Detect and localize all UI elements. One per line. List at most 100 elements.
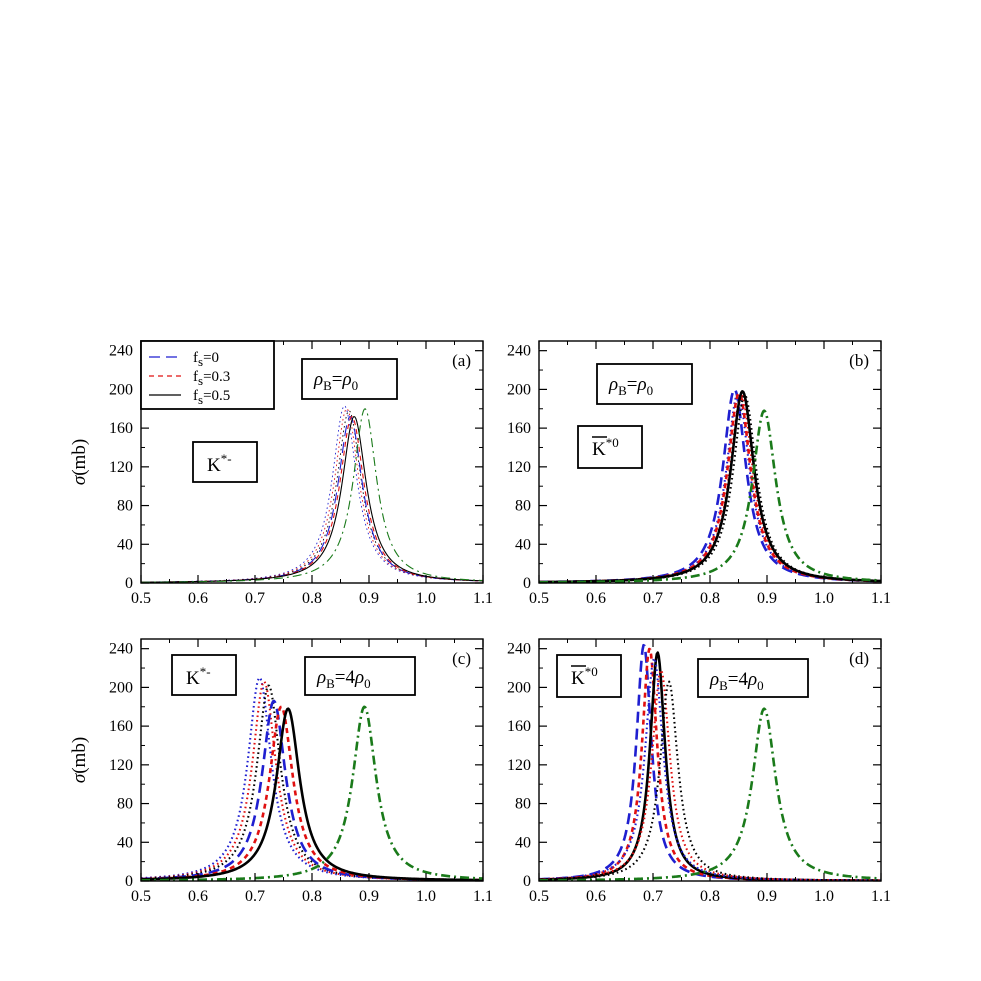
chart-panel-c: 0.5 0.6 0.7 0.8 0.9 1.0 1.1 0 40 80 120 160 200 240 σ(… (69, 638, 493, 905)
panel-tag: (b) (849, 351, 869, 370)
panel-tag: (d) (849, 649, 869, 668)
panel-tag: (a) (452, 351, 471, 370)
y-axis-label: σ(mb) (69, 439, 90, 485)
particle-label: K*- (186, 664, 211, 689)
series-line-5 (141, 705, 483, 881)
y-tick-label: 0 (523, 575, 531, 592)
x-tick-label: 0.5 (529, 888, 549, 905)
label-box-frame (192, 441, 258, 483)
x-tick-label: 0.6 (188, 888, 208, 905)
y-tick-label: 200 (507, 679, 531, 696)
series-line-2 (141, 680, 483, 881)
y-tick-label: 0 (125, 873, 133, 890)
y-tick-label: 240 (109, 343, 133, 360)
x-tick-label: 0.8 (302, 590, 322, 607)
series-line-4 (141, 699, 483, 881)
series-group (141, 676, 483, 881)
particle-label-box: K*0 (577, 425, 643, 469)
particle-label-box: K*0 (556, 654, 622, 698)
label-box-frame (697, 658, 809, 698)
particle-label-box: K*- (171, 654, 237, 696)
x-tick-label: 1.1 (473, 888, 493, 905)
series-line-4 (539, 657, 881, 881)
density-label: ρB=4ρ0 (316, 667, 371, 691)
x-tick-label: 0.6 (188, 590, 208, 607)
x-tick-label: 0.5 (131, 888, 151, 905)
x-tick-label: 0.5 (131, 590, 151, 607)
particle-label-box: K*- (192, 441, 258, 483)
x-tick-label: 1.0 (416, 888, 436, 905)
x-tick-label: 1.1 (871, 888, 891, 905)
series-line-1 (141, 676, 483, 881)
density-label-box: ρB=4ρ0 (697, 658, 809, 698)
series-group (141, 405, 483, 583)
series-line-6 (539, 680, 881, 881)
x-tick-label: 1.1 (473, 590, 493, 607)
x-tick-label: 0.8 (700, 590, 720, 607)
x-tick-label: 0.7 (245, 590, 265, 607)
x-tick-label: 1.0 (814, 590, 834, 607)
label-box-frame (577, 425, 643, 469)
label-box-frame (301, 358, 398, 400)
y-tick-label: 40 (117, 834, 133, 851)
chart-panel-b: 0.5 0.6 0.7 0.8 0.9 1.0 1.1 0 40 80 120 160 200 240 (b… (507, 340, 891, 607)
chart-panel-d: 0.5 0.6 0.7 0.8 0.9 1.0 1.1 0 40 80 120 160 200 240 (d… (507, 638, 891, 905)
x-tick-label: 0.7 (643, 888, 663, 905)
density-label-box: ρB=4ρ0 (304, 656, 416, 696)
x-tick-label: 1.0 (416, 590, 436, 607)
density-label: ρB=ρ0 (313, 369, 358, 393)
y-tick-label: 40 (515, 834, 531, 851)
y-tick-label: 200 (507, 381, 531, 398)
x-tick-label: 0.9 (757, 888, 777, 905)
series-line-6 (141, 707, 483, 881)
x-tick-label: 0.9 (359, 590, 379, 607)
series-line-2 (141, 408, 483, 583)
y-axis-label: σ(mb) (69, 737, 90, 783)
chart-panel-a: 0.5 0.6 0.7 0.8 0.9 1.0 1.1 0 40 80 120 160 200 240 σ(… (69, 340, 493, 607)
density-label-box: ρB=ρ0 (596, 363, 693, 405)
series-line-7 (141, 408, 483, 583)
x-tick-label: 0.6 (586, 888, 606, 905)
x-tick-label: 1.1 (871, 590, 891, 607)
series-line-5 (539, 669, 881, 881)
y-tick-label: 40 (117, 536, 133, 553)
y-tick-label: 120 (507, 459, 531, 476)
y-tick-label: 240 (507, 641, 531, 658)
y-tick-label: 160 (109, 718, 133, 735)
particle-label: K*0 (592, 435, 619, 460)
label-box-frame (304, 656, 416, 696)
series-line-2 (539, 392, 881, 583)
legend: fs=0fs=0.3fs=0.5 (140, 340, 275, 410)
series-line-3 (141, 684, 483, 881)
y-tick-label: 160 (507, 420, 531, 437)
y-tick-label: 120 (109, 459, 133, 476)
series-line-7 (539, 707, 881, 881)
series-line-1 (141, 405, 483, 583)
x-tick-label: 0.7 (643, 590, 663, 607)
y-tick-label: 80 (515, 498, 531, 515)
y-tick-label: 160 (507, 718, 531, 735)
y-tick-label: 80 (117, 498, 133, 515)
series-group (539, 388, 881, 583)
x-tick-label: 0.8 (700, 888, 720, 905)
legend-entry: fs=0.3 (193, 369, 230, 388)
y-tick-label: 0 (523, 873, 531, 890)
legend-entry: fs=0 (193, 350, 219, 369)
label-box-frame (596, 363, 693, 405)
x-tick-label: 0.9 (757, 590, 777, 607)
x-tick-label: 0.9 (359, 888, 379, 905)
legend-entry: fs=0.5 (193, 388, 230, 407)
y-tick-label: 240 (507, 343, 531, 360)
particle-label: K*0 (571, 664, 598, 689)
density-label: ρB=ρ0 (608, 374, 653, 398)
x-tick-label: 0.7 (245, 888, 265, 905)
y-tick-label: 200 (109, 679, 133, 696)
series-line-7 (141, 705, 483, 881)
label-box-frame (556, 654, 622, 698)
y-tick-label: 120 (109, 757, 133, 774)
density-label-box: ρB=ρ0 (301, 358, 398, 400)
legend-frame (140, 340, 275, 410)
y-tick-label: 40 (515, 536, 531, 553)
panel-tag: (c) (452, 649, 471, 668)
